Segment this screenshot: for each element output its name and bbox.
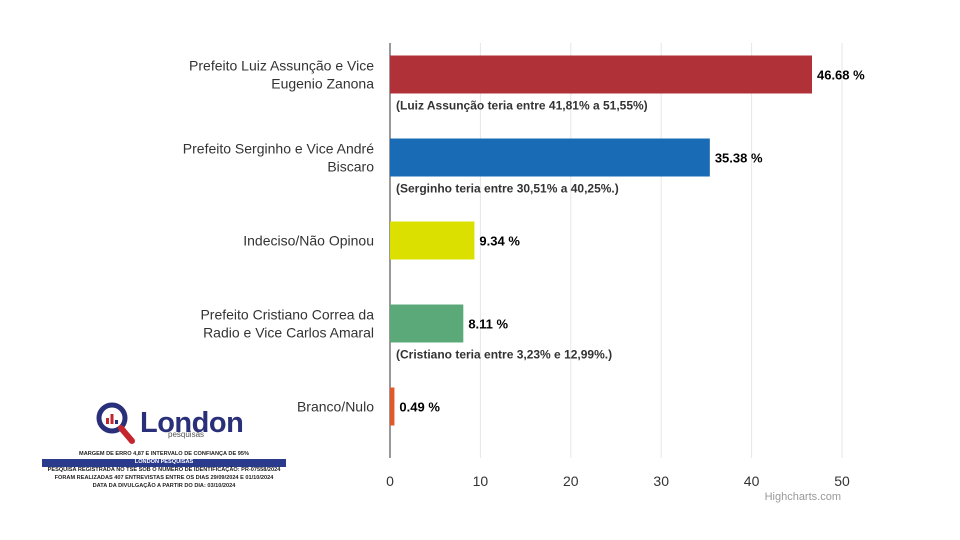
bar [390, 387, 395, 426]
footer-company: LONDON PESQUISAS [42, 459, 286, 467]
x-axis-ticks: 0 10 20 30 40 50 [386, 473, 850, 489]
x-tick-label: 50 [834, 473, 850, 489]
footer-interviews: FORAM REALIZADAS 407 ENTREVISTAS ENTRE O… [54, 475, 274, 481]
logo-name: London [140, 406, 244, 439]
data-label: 46.68 % [817, 68, 865, 83]
london-logo: London [96, 400, 244, 446]
bar [390, 138, 710, 177]
bars [390, 55, 812, 426]
data-label: 9.34 % [479, 234, 520, 249]
category-label: Prefeito Cristiano Correa da Radio e Vice… [200, 307, 374, 341]
logo-subtitle: pesquisas [168, 430, 205, 439]
footer-margin: MARGEM DE ERRO 4,87 E INTERVALO DE CONFI… [79, 451, 249, 457]
footer-registration: PESQUISA REGISTRADA NO TSE SOB O NUMERO … [47, 467, 281, 473]
data-label: 0.49 % [399, 400, 440, 415]
magnifier-icon [96, 401, 136, 445]
x-tick-label: 0 [386, 473, 394, 489]
x-tick-label: 10 [473, 473, 489, 489]
bar [390, 55, 812, 94]
data-label: 8.11 % [468, 317, 508, 332]
category-label: Prefeito Serginho e Vice André Biscaro [183, 141, 374, 175]
x-tick-label: 30 [653, 473, 669, 489]
interval-note: (Luiz Assunção teria entre 41,81% a 51,5… [396, 99, 648, 113]
interval-note: (Serginho teria entre 30,51% a 40,25%.) [396, 182, 619, 196]
x-tick-label: 40 [744, 473, 760, 489]
x-tick-label: 20 [563, 473, 579, 489]
bar [390, 221, 475, 260]
category-labels: 46.68 % (Luiz Assunção teria entre 41,81%… [183, 58, 865, 415]
data-label: 35.38 % [715, 151, 763, 166]
bar [390, 304, 464, 343]
category-label: Indeciso/Não Opinou [243, 233, 374, 249]
london-logo-block: London pesquisas MARGEM DE ERRO 4,87 E I… [42, 400, 286, 500]
category-label: Branco/Nulo [297, 399, 374, 415]
footer-release-date: DATA DA DIVULGAÇÃO A PARTIR DO DIA: 03/1… [92, 483, 236, 489]
interval-note: (Cristiano teria entre 3,23% e 12,99%.) [396, 348, 612, 362]
category-label: Prefeito Luiz Assunção e Vice Eugenio Zan… [189, 58, 374, 92]
chart-credit[interactable]: Highcharts.com [765, 491, 841, 503]
